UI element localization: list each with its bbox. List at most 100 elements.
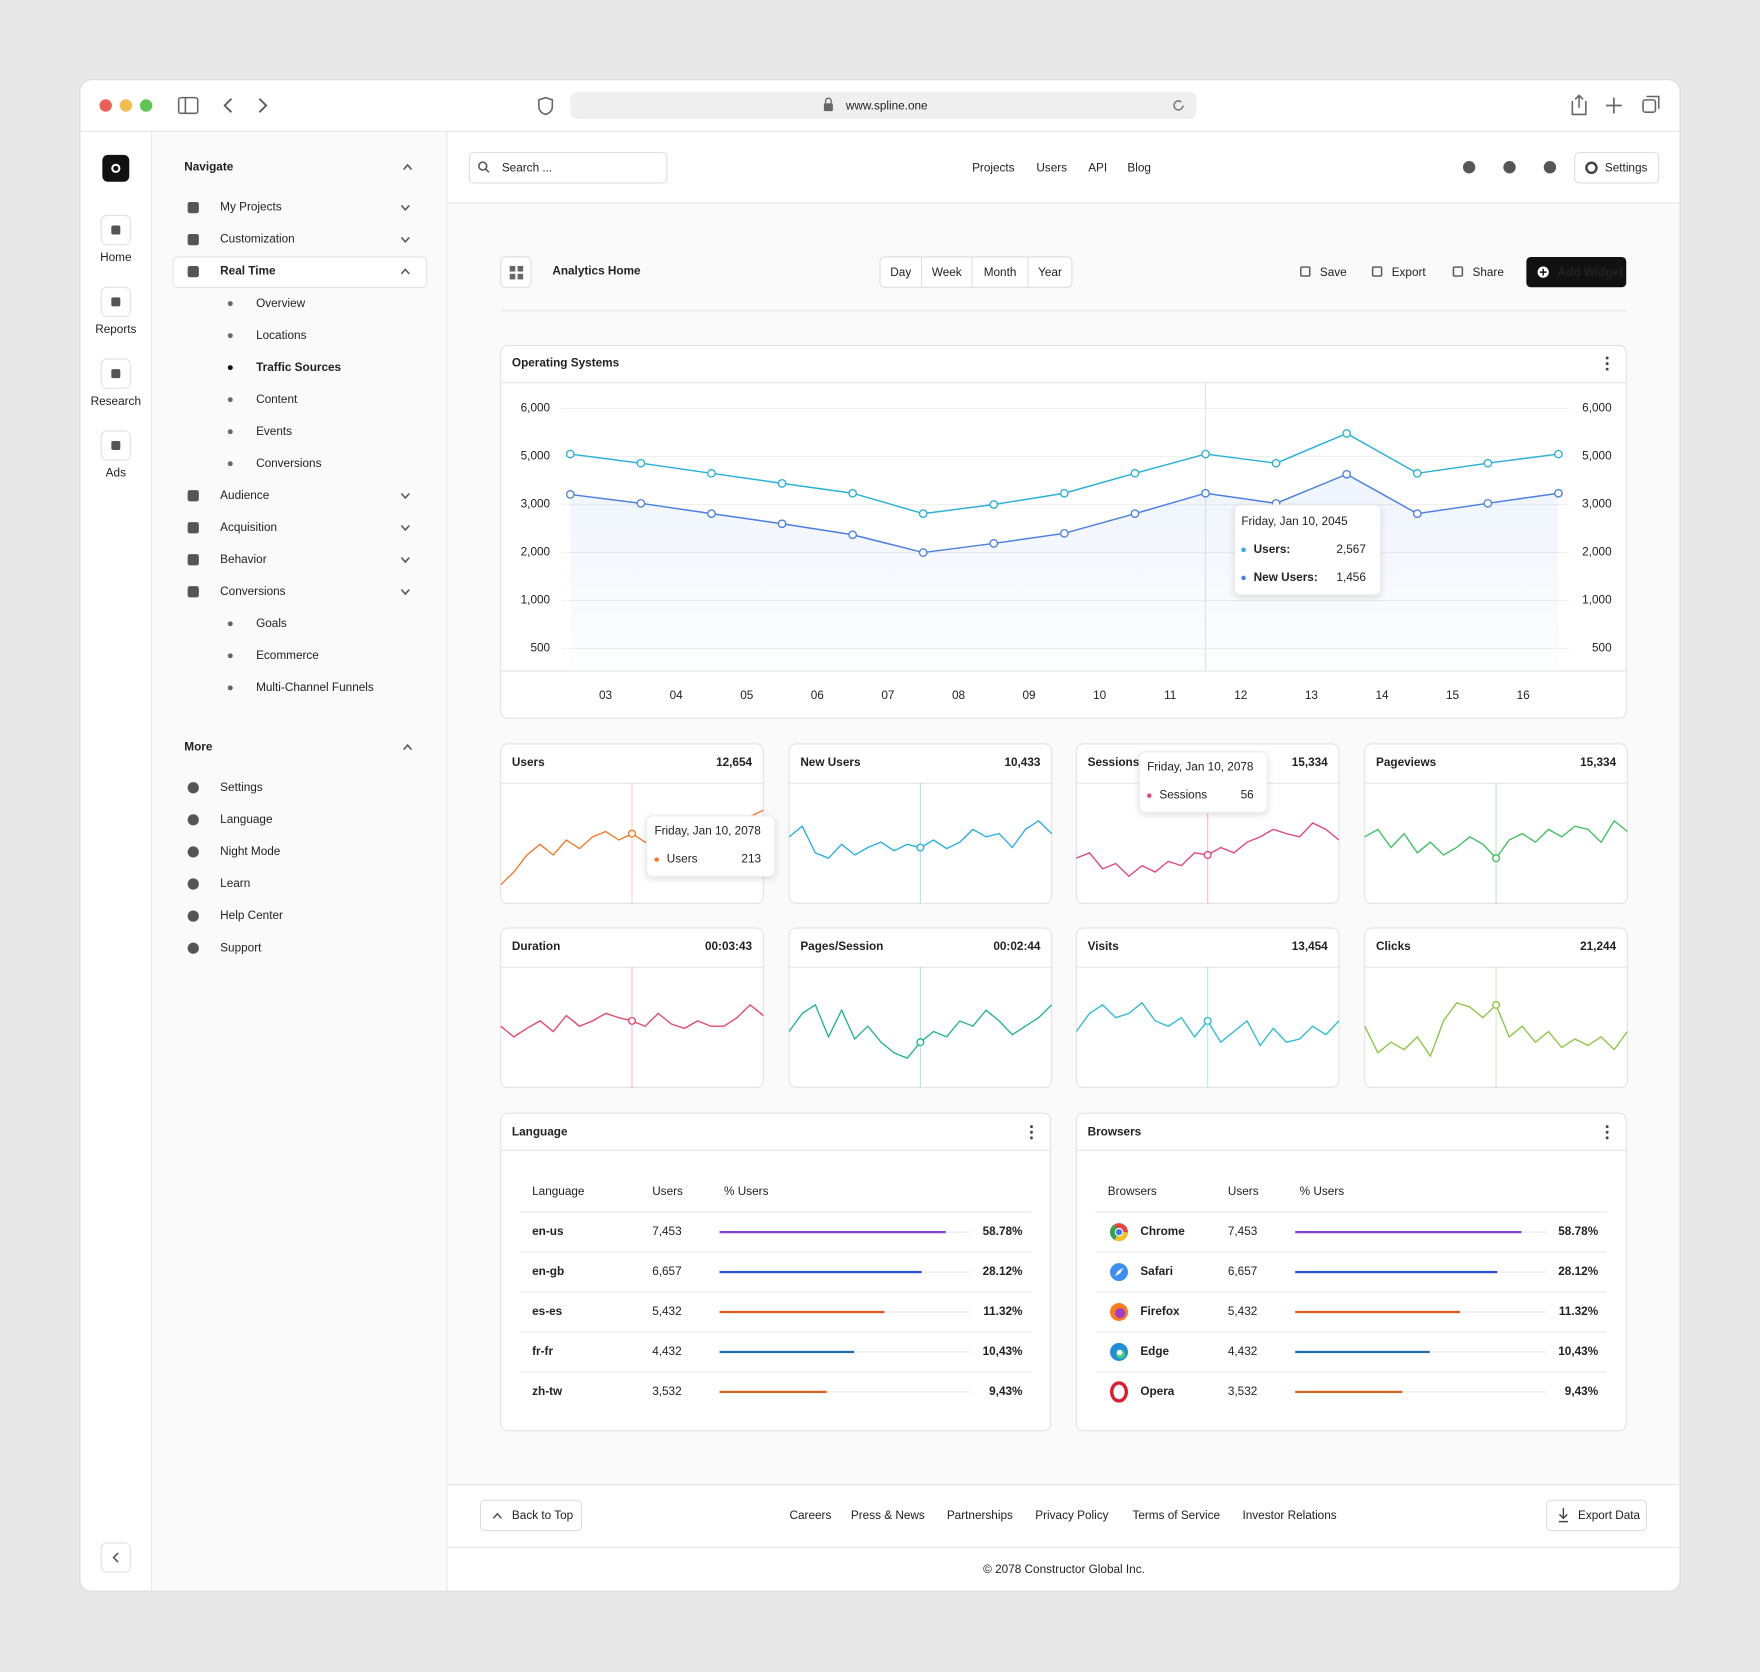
nav-item[interactable]: Conversions (220, 585, 286, 598)
forward-button[interactable] (258, 98, 268, 113)
back-to-top-button[interactable] (479, 1499, 583, 1532)
period-switch (879, 256, 1073, 288)
nav-bullet (227, 397, 233, 403)
more-item[interactable]: Help Center (220, 909, 283, 922)
more-item[interactable]: Learn (220, 877, 250, 890)
top-link[interactable]: Projects (972, 161, 1015, 174)
metric-title: Clicks (1376, 940, 1411, 953)
action-button[interactable]: Share (1472, 266, 1504, 279)
nav-item[interactable]: My Projects (220, 201, 282, 214)
action-icon (1452, 266, 1464, 277)
nav-icon (187, 201, 199, 214)
column-header: Users (652, 1185, 683, 1198)
nav-subitem[interactable]: Multi-Channel Funnels (256, 681, 374, 694)
column-header: % Users (724, 1185, 769, 1198)
point (918, 509, 928, 519)
back-to-top-label: Back to Top (512, 1509, 574, 1522)
new-tab-icon[interactable] (1606, 97, 1622, 114)
back-button[interactable] (223, 98, 233, 113)
toolbar-icon[interactable] (1503, 161, 1516, 174)
reload-icon[interactable] (1173, 100, 1184, 111)
row-percent: 9,43% (1565, 1385, 1599, 1398)
more-item[interactable]: Night Mode (220, 845, 281, 858)
top-link[interactable]: API (1088, 161, 1107, 174)
nav-subitem[interactable]: Content (256, 393, 298, 406)
period-option[interactable]: Week (932, 266, 962, 279)
hover-point (1203, 850, 1212, 860)
metric-value: 15,334 (1292, 756, 1328, 769)
more-item[interactable]: Settings (220, 781, 263, 794)
period-option[interactable]: Month (984, 266, 1017, 279)
collapse-button[interactable] (100, 1542, 131, 1573)
tooltip-value: 2,567 (1336, 543, 1365, 556)
x-tick-label: 04 (670, 689, 684, 702)
more-item[interactable]: Language (220, 813, 273, 826)
point (707, 509, 716, 519)
row-users: 4,432 (652, 1345, 681, 1358)
chevron-up (403, 743, 413, 751)
toolbar-icon[interactable] (1543, 161, 1557, 174)
nav-subitem[interactable]: Events (256, 425, 292, 438)
nav-icon (187, 490, 199, 502)
url: www.spline.one (845, 100, 928, 113)
footer-link[interactable]: Privacy Policy (1035, 1509, 1108, 1522)
action-button[interactable]: Save (1320, 266, 1347, 279)
toolbar-icon[interactable] (1462, 161, 1476, 174)
share-icon[interactable] (1571, 94, 1587, 116)
nav-subitem[interactable]: Ecommerce (256, 649, 319, 662)
search-box[interactable] (468, 152, 668, 184)
tabs-icon[interactable] (1642, 99, 1657, 114)
footer-link[interactable]: Investor Relations (1242, 1509, 1336, 1522)
tooltip (1234, 504, 1382, 596)
point (1412, 509, 1422, 519)
period-option[interactable]: Day (890, 266, 911, 279)
point (1059, 488, 1069, 498)
y-tick-label: 2,000 (521, 546, 551, 559)
row-users: 4,432 (1228, 1345, 1257, 1358)
action-icon (1371, 266, 1383, 277)
row-name: en-us (532, 1225, 564, 1238)
tooltip-date: Friday, Jan 10, 2078 (654, 825, 761, 838)
row-name: es-es (532, 1305, 563, 1318)
logo[interactable] (102, 154, 130, 182)
footer-link[interactable]: Careers (789, 1509, 831, 1522)
nav-subitem[interactable]: Goals (256, 617, 287, 630)
nav-subitem[interactable]: Locations (256, 329, 306, 342)
address-bar[interactable] (570, 92, 1197, 119)
shield-icon[interactable] (538, 96, 554, 116)
chrome-icon-part (1110, 1224, 1120, 1240)
footer-link[interactable]: Press & News (851, 1509, 925, 1522)
safari-needle (1114, 1267, 1124, 1277)
period-option[interactable]: Year (1038, 266, 1062, 279)
action-button[interactable]: Export (1392, 266, 1427, 279)
firefox-icon-inner (1115, 1308, 1126, 1319)
settings-button[interactable] (1574, 152, 1660, 184)
nav-bullet (227, 429, 233, 435)
nav-subitem[interactable]: Overview (256, 297, 306, 310)
nav-subitem[interactable]: Traffic Sources (256, 361, 341, 374)
hover-point (916, 843, 925, 852)
maximize-button[interactable] (139, 99, 153, 112)
nav-item[interactable]: Customization (220, 233, 295, 246)
sidebar-toggle[interactable] (177, 96, 199, 115)
close-button[interactable] (99, 99, 112, 112)
add-widget-button[interactable] (1526, 256, 1627, 288)
minimize-button[interactable] (119, 99, 133, 112)
nav-item[interactable]: Behavior (220, 553, 267, 566)
nav-item[interactable]: Audience (220, 489, 270, 502)
hover-point (1203, 1016, 1212, 1025)
row-percent: 11.32% (983, 1305, 1023, 1318)
top-link[interactable]: Users (1036, 161, 1067, 174)
nav-item[interactable]: Real Time (220, 265, 276, 278)
point (565, 449, 575, 459)
footer-link[interactable]: Terms of Service (1132, 1509, 1220, 1522)
export-data-button[interactable] (1545, 1499, 1647, 1532)
chevron-up (400, 268, 410, 275)
tooltip-dot (1241, 575, 1246, 581)
footer-link[interactable]: Partnerships (947, 1509, 1013, 1522)
nav-item[interactable]: Acquisition (220, 521, 277, 534)
rail-icon (111, 225, 121, 235)
nav-subitem[interactable]: Conversions (256, 457, 322, 470)
more-item[interactable]: Support (220, 941, 262, 954)
top-link[interactable]: Blog (1127, 161, 1151, 174)
